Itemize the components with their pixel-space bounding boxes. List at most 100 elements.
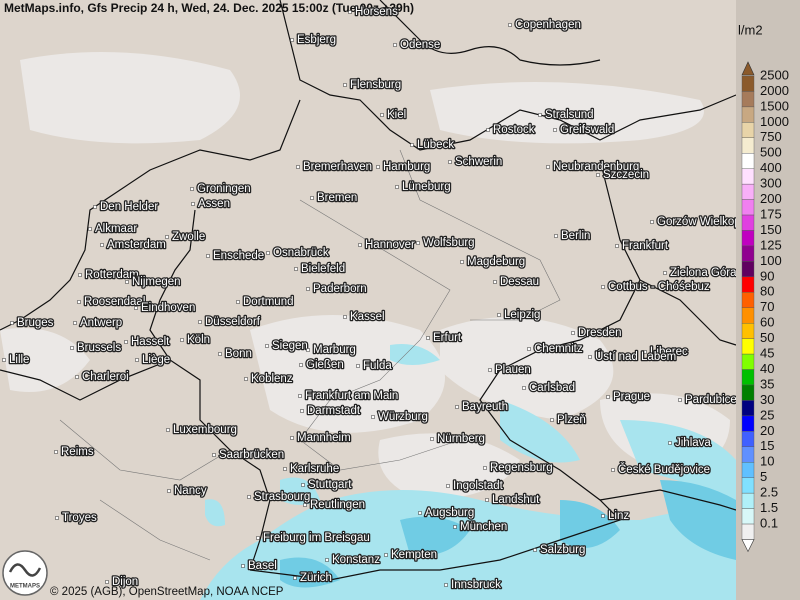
city-dot [2, 358, 6, 362]
city-label: Liège [142, 354, 170, 366]
city-label: Augsburg [425, 507, 474, 519]
legend-label: 100 [760, 253, 782, 268]
legend-swatch [741, 508, 755, 525]
city-dot [54, 450, 58, 454]
city-label: Antwerp [80, 317, 122, 329]
city-label: Reims [61, 446, 94, 458]
city-label: Zielona Góra [670, 267, 737, 279]
legend-label: 0.1 [760, 515, 778, 530]
city-label: Osnabrück [273, 247, 329, 259]
city-label: Groningen [197, 183, 251, 195]
legend-label: 15 [760, 438, 774, 453]
legend-swatch [741, 384, 755, 401]
city-dot [416, 241, 420, 245]
city-label: Odense [400, 39, 440, 51]
city-dot [73, 321, 77, 325]
city-dot [180, 338, 184, 342]
city-label: Siegen [272, 340, 308, 352]
city-dot [430, 437, 434, 441]
city-dot [70, 346, 74, 350]
city-dot [244, 377, 248, 381]
precip-heavier [280, 480, 736, 588]
city-dot [522, 386, 526, 390]
legend-swatch [741, 75, 755, 92]
city-dot [198, 320, 202, 324]
city-label: Bayreuth [462, 401, 508, 413]
legend-swatch [741, 307, 755, 324]
city-dot [538, 113, 542, 117]
city-label: Saarbrücken [219, 449, 284, 461]
legend-label: 175 [760, 206, 782, 221]
city-dot [418, 511, 422, 515]
legend-arrow-top [741, 61, 755, 76]
city-dot [77, 300, 81, 304]
city-label: Rotterdam [85, 269, 139, 281]
city-dot [376, 165, 380, 169]
city-label: Linz [608, 510, 629, 522]
city-label: Bremen [317, 192, 357, 204]
city-label: Pardubice [685, 394, 737, 406]
legend-swatch [741, 462, 755, 478]
legend-swatch [741, 369, 755, 386]
legend-label: 20 [760, 423, 774, 438]
credit: © 2025 (AGB), OpenStreetMap, NOAA NCEP [50, 586, 284, 598]
legend-swatch [741, 183, 755, 200]
city-label: Düsseldorf [205, 316, 261, 328]
city-label: Wolfsburg [423, 237, 475, 249]
city-dot [301, 483, 305, 487]
city-label: Frankfurt am Main [305, 390, 398, 402]
legend-swatch [741, 523, 755, 540]
city-label: Prague [613, 391, 650, 403]
city-dot [218, 352, 222, 356]
city-dot [426, 336, 430, 340]
city-label: Kiel [387, 109, 406, 121]
city-label: Fulda [363, 360, 392, 372]
legend-swatch [741, 338, 755, 355]
city-label: Liberec [650, 346, 688, 358]
legend-swatch [741, 168, 755, 185]
legend-label: 1000 [760, 114, 789, 129]
city-label: Plauen [495, 364, 531, 376]
city-dot [306, 287, 310, 291]
city-dot [241, 564, 245, 568]
city-dot [485, 498, 489, 502]
city-dot [380, 113, 384, 117]
city-dot [486, 128, 490, 132]
legend-label: 5 [760, 469, 767, 484]
legend-label: 25 [760, 407, 774, 422]
city-dot [448, 160, 452, 164]
city-dot [546, 165, 550, 169]
city-dot [488, 368, 492, 372]
city-dot [300, 409, 304, 413]
city-label: Hannover [365, 239, 415, 251]
logo-text: METMAPS [10, 584, 40, 590]
city-dot [601, 285, 605, 289]
city-label: Rostock [493, 124, 535, 136]
city-dot [135, 358, 139, 362]
city-label: Greifswald [560, 124, 614, 136]
city-dot [497, 313, 501, 317]
legend-swatch [741, 91, 755, 108]
city-dot [348, 10, 352, 14]
city-dot [290, 38, 294, 42]
city-label: Hamburg [383, 161, 430, 173]
city-dot [453, 525, 457, 529]
city-dot [55, 516, 59, 520]
city-dot [100, 243, 104, 247]
legend-swatch [741, 276, 755, 293]
legend-label: 40 [760, 361, 774, 376]
legend-swatch [741, 323, 755, 339]
city-dot [325, 558, 329, 562]
city-label: Roosendaal [84, 296, 145, 308]
city-dot [678, 398, 682, 402]
city-dot [206, 254, 210, 258]
legend-label: 70 [760, 299, 774, 314]
city-label: Nijmegen [132, 276, 181, 288]
city-dot [125, 280, 129, 284]
city-label: Neubrandenburg [553, 161, 639, 173]
city-label: Bremerhaven [303, 161, 372, 173]
city-dot [296, 165, 300, 169]
city-label: Carlsbad [529, 382, 575, 394]
city-label: Flensburg [350, 79, 401, 91]
